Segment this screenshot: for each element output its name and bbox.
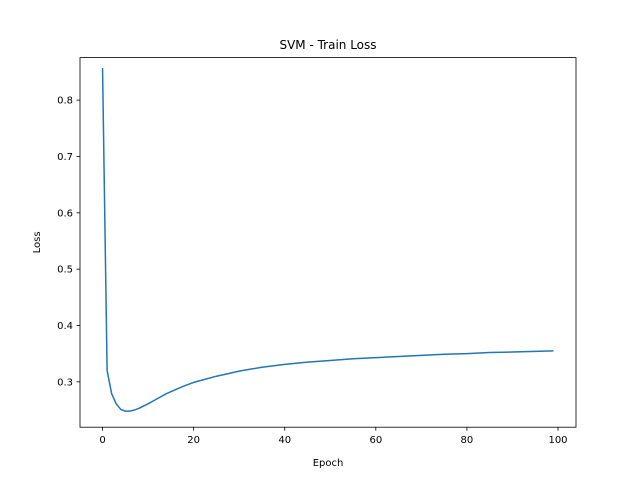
y-tick-label: 0.7 <box>57 152 73 163</box>
y-tick-label: 0.4 <box>57 321 73 332</box>
y-axis-ticks: 0.3 0.4 0.5 0.6 0.7 0.8 <box>57 96 80 388</box>
series-line-0 <box>101 68 554 412</box>
chart-title: SVM - Train Loss <box>279 38 376 52</box>
x-tick-label: 20 <box>187 435 200 446</box>
y-tick-label: 0.6 <box>57 208 73 219</box>
y-axis-label: Loss <box>32 231 43 253</box>
x-axis-label: Epoch <box>313 458 344 469</box>
plot-area <box>101 68 554 412</box>
x-tick-label: 80 <box>461 435 474 446</box>
y-tick-label: 0.8 <box>57 96 73 107</box>
y-tick-label: 0.3 <box>57 377 73 388</box>
x-tick-label: 0 <box>99 435 105 446</box>
axes-frame <box>79 57 577 428</box>
x-tick-label: 60 <box>369 435 382 446</box>
x-tick-label: 40 <box>278 435 291 446</box>
x-axis-ticks: 0 20 40 60 80 100 <box>99 427 568 446</box>
y-tick-label: 0.5 <box>57 265 73 276</box>
x-tick-label: 100 <box>548 435 567 446</box>
